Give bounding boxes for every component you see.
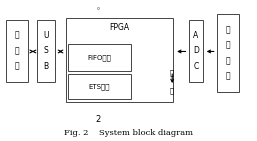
Text: D: D — [193, 46, 199, 55]
Bar — [68, 44, 131, 71]
Text: B: B — [44, 62, 49, 71]
Text: 号: 号 — [226, 72, 230, 81]
Text: 钟: 钟 — [170, 88, 174, 94]
Text: 拟: 拟 — [226, 41, 230, 50]
Text: A: A — [193, 31, 199, 40]
Text: FIFO部分: FIFO部分 — [88, 54, 112, 61]
Text: 2: 2 — [95, 115, 100, 124]
Text: 信: 信 — [226, 56, 230, 65]
Text: Fig. 2    System block diagram: Fig. 2 System block diagram — [64, 129, 193, 137]
Text: 算: 算 — [15, 46, 20, 55]
Text: U: U — [43, 31, 49, 40]
Text: 机: 机 — [15, 62, 20, 71]
Bar — [66, 18, 173, 102]
Text: 时: 时 — [170, 69, 174, 76]
Text: FPGA: FPGA — [109, 23, 130, 32]
Bar — [6, 20, 28, 82]
Bar — [37, 20, 55, 82]
Bar — [68, 74, 131, 99]
Bar — [217, 14, 239, 92]
Text: 计: 计 — [15, 31, 20, 40]
Text: 模: 模 — [226, 25, 230, 34]
Text: S: S — [44, 46, 49, 55]
Bar — [189, 20, 203, 82]
Text: ETS时钟: ETS时钟 — [89, 83, 110, 90]
Text: C: C — [193, 62, 199, 71]
